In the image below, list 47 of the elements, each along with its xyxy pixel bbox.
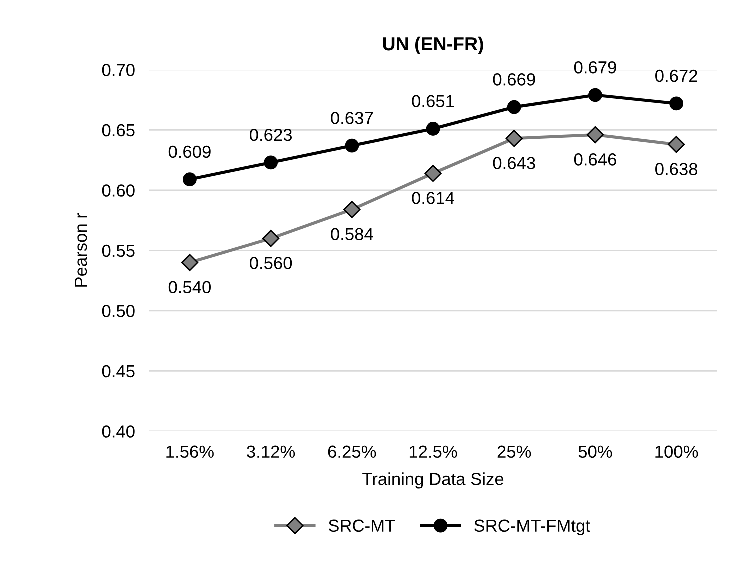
point xyxy=(344,201,361,218)
data-label: 0.669 xyxy=(493,74,536,86)
data-label: 0.609 xyxy=(168,146,211,158)
data-label: 0.672 xyxy=(656,70,698,82)
data-label: 0.651 xyxy=(412,95,454,108)
x-tick-label: 3.12% xyxy=(247,446,296,458)
data-label: 0.540 xyxy=(168,281,211,294)
x-tick-label: 50% xyxy=(578,446,612,458)
chart-title: UN (EN-FR) xyxy=(383,36,484,54)
data-label: 0.584 xyxy=(331,228,374,241)
x-tick-label: 12.5% xyxy=(410,446,458,458)
point xyxy=(264,156,278,170)
point xyxy=(262,230,280,248)
text: 0.45 xyxy=(102,365,135,378)
x-tick-label: 6.25% xyxy=(328,446,376,458)
point xyxy=(507,100,522,114)
point xyxy=(424,165,442,182)
data-label: 0.646 xyxy=(574,154,616,166)
data-label: 0.560 xyxy=(250,257,292,270)
y-axis-title: Pearson r xyxy=(75,213,88,287)
point xyxy=(670,96,684,111)
legend-label: SRC-MT xyxy=(328,520,396,532)
point xyxy=(506,130,523,148)
point xyxy=(426,122,440,136)
point xyxy=(183,172,197,187)
point xyxy=(588,88,602,102)
point xyxy=(345,138,360,153)
x-tick-label: 25% xyxy=(498,446,532,458)
data-label: 0.643 xyxy=(493,157,536,170)
text: 0.70 xyxy=(102,64,135,76)
text: 0.50 xyxy=(102,305,135,318)
data-label: 0.679 xyxy=(574,61,616,74)
data-label: 0.623 xyxy=(250,128,292,142)
point xyxy=(181,254,199,272)
text: 0.60 xyxy=(102,184,135,197)
legend-label: SRC-MT-FMtgt xyxy=(474,520,590,536)
point xyxy=(668,136,686,154)
point xyxy=(586,126,604,144)
data-label: 0.637 xyxy=(331,112,374,124)
text: 0.65 xyxy=(102,124,135,137)
x-tick-label: 100% xyxy=(656,446,698,458)
text: 0.55 xyxy=(102,244,135,258)
text: 0.40 xyxy=(102,426,135,438)
x-tick-label: 1.56% xyxy=(166,446,214,458)
data-label: 0.614 xyxy=(412,192,454,204)
x-axis-title: Training Data Size xyxy=(362,472,504,489)
data-label: 0.638 xyxy=(656,163,698,176)
